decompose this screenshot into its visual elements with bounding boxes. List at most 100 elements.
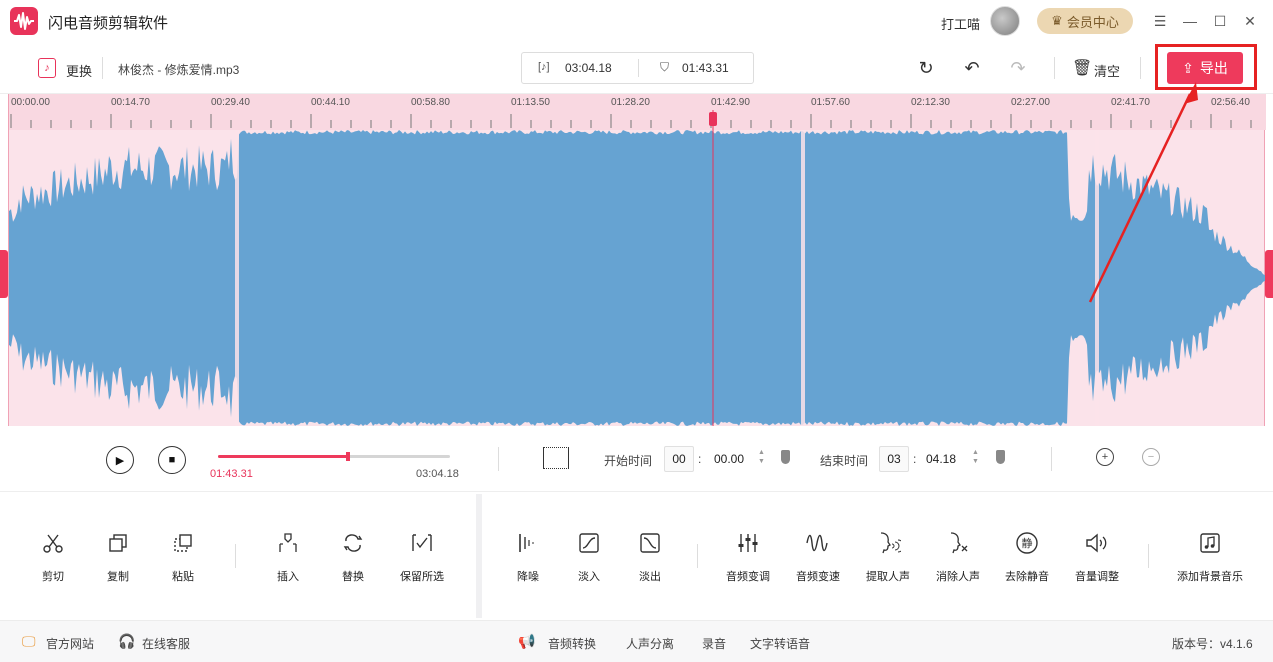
megaphone-icon: 📢 xyxy=(518,633,536,649)
tool-label: 保留所选 xyxy=(400,571,444,583)
start-minute-input[interactable]: 00 xyxy=(664,446,694,472)
divider xyxy=(1148,544,1149,568)
progress-slider[interactable] xyxy=(218,452,450,461)
tool-fade-out-button[interactable]: 淡出 xyxy=(618,530,682,584)
time-summary: [♪] 03:04.18 ⛉ 01:43.31 xyxy=(521,52,754,84)
right-trim-handle[interactable] xyxy=(1265,250,1273,298)
close-icon[interactable]: ✕ xyxy=(1244,12,1256,29)
minimize-icon[interactable]: — xyxy=(1183,13,1197,29)
tts-link[interactable]: 文字转语音 xyxy=(750,637,811,651)
replace-file-button[interactable]: 更换 xyxy=(66,64,93,79)
ruler-tick-label: 02:27.00 xyxy=(1011,97,1050,108)
file-name: 林俊杰 - 修炼爱情.mp3 xyxy=(118,63,240,77)
tool-label: 去除静音 xyxy=(1005,571,1049,583)
waveform-editor[interactable]: 00:00.00 00:14.70 00:29.40 00:44.10 00:58.80… xyxy=(8,94,1266,426)
select-range-icon[interactable] xyxy=(543,447,569,469)
tool-replace-button[interactable]: 替换 xyxy=(321,530,385,584)
start-time-label: 开始时间 xyxy=(604,454,653,468)
tool-insert-button[interactable]: 插入 xyxy=(256,530,320,584)
svg-text:静: 静 xyxy=(1022,536,1033,550)
menu-icon[interactable]: ☰ xyxy=(1153,12,1167,29)
waveform-gap xyxy=(235,130,239,426)
tool-cut-button[interactable]: 剪切 xyxy=(21,530,85,584)
end-minute-input[interactable]: 03 xyxy=(879,446,909,472)
left-trim-handle[interactable] xyxy=(0,250,8,298)
export-button[interactable]: ⇪ 导出 xyxy=(1167,52,1243,84)
tool-label: 降噪 xyxy=(517,571,539,583)
tool-copy-button[interactable]: 复制 xyxy=(86,530,150,584)
time-ruler[interactable]: 00:00.00 00:14.70 00:29.40 00:44.10 00:58.80… xyxy=(9,94,1266,130)
maximize-icon[interactable]: ☐ xyxy=(1213,12,1227,29)
avatar[interactable] xyxy=(990,6,1020,36)
insert-icon xyxy=(274,530,302,556)
tool-fade-in-button[interactable]: 淡入 xyxy=(557,530,621,584)
export-highlight-box xyxy=(1155,44,1257,90)
tool-volume-button[interactable]: 音量调整 xyxy=(1065,530,1129,584)
tool-denoise-button[interactable]: 降噪 xyxy=(496,530,560,584)
divider xyxy=(498,447,499,471)
zoom-in-icon[interactable]: + xyxy=(1096,448,1114,466)
tool-extract-voice-button[interactable]: 提取人声 xyxy=(856,530,920,584)
divider xyxy=(235,544,236,568)
ruler-tick-label: 02:56.40 xyxy=(1211,97,1250,108)
waveform[interactable] xyxy=(9,94,1266,426)
ruler-tick-label: 00:58.80 xyxy=(411,97,450,108)
tool-bg-music-button[interactable]: 添加背景音乐 xyxy=(1177,530,1243,584)
playback-bar: ▶ ■ 01:43.31 03:04.18 开始时间 00 : 00.00 ▲ ▼… xyxy=(0,426,1273,492)
record-link[interactable]: 录音 xyxy=(702,637,727,651)
redo-icon[interactable]: ↷ xyxy=(1010,57,1026,78)
progress-thumb[interactable] xyxy=(346,452,351,461)
ruler-tick-label: 00:00.00 xyxy=(11,97,50,108)
title-bar: 闪电音频剪辑软件 打工喵 ♛ 会员中心 ☰ — ☐ ✕ xyxy=(0,0,1273,42)
support-link[interactable]: 在线客服 xyxy=(142,637,191,651)
end-time-spinner[interactable]: ▲ ▼ xyxy=(972,449,979,465)
start-pin-icon[interactable] xyxy=(781,450,790,464)
tool-remove-voice-button[interactable]: 消除人声 xyxy=(926,530,990,584)
fade-in-icon xyxy=(575,530,603,556)
selection-duration: 01:43.31 xyxy=(682,61,729,75)
undo-icon[interactable]: ↶ xyxy=(964,57,980,78)
keep-selection-icon xyxy=(408,530,436,556)
tool-remove-silence-button[interactable]: 静去除静音 xyxy=(995,530,1059,584)
equalizer-icon xyxy=(734,530,762,556)
tool-label: 消除人声 xyxy=(936,571,980,583)
start-time-spinner[interactable]: ▲ ▼ xyxy=(758,449,765,465)
audio-convert-link[interactable]: 音频转换 xyxy=(548,637,597,651)
tool-label: 提取人声 xyxy=(866,571,910,583)
divider xyxy=(1051,447,1052,471)
user-name[interactable]: 打工喵 xyxy=(941,17,981,32)
zoom-out-icon[interactable]: − xyxy=(1142,448,1160,466)
refresh-icon[interactable]: ↻ xyxy=(918,57,934,78)
toolbar: ♪ 更换 林俊杰 - 修炼爱情.mp3 [♪] 03:04.18 ⛉ 01:43… xyxy=(0,42,1273,94)
website-link[interactable]: 官方网站 xyxy=(46,637,95,651)
export-label: 导出 xyxy=(1199,60,1228,76)
end-second-input[interactable]: 04.18 xyxy=(925,452,957,466)
stop-button[interactable]: ■ xyxy=(158,446,186,474)
clear-button[interactable]: 清空 xyxy=(1094,64,1121,79)
trash-icon[interactable]: 🗑 xyxy=(1072,60,1093,77)
ruler-tick-label: 01:57.60 xyxy=(811,97,850,108)
website-icon: 🖵 xyxy=(22,633,36,649)
tool-keep-selection-button[interactable]: 保留所选 xyxy=(390,530,454,584)
paste-icon xyxy=(169,530,197,556)
music-note-icon xyxy=(1196,530,1224,556)
vip-center-button[interactable]: ♛ 会员中心 xyxy=(1037,8,1133,34)
progress-fill xyxy=(218,455,349,458)
tool-paste-button[interactable]: 粘贴 xyxy=(151,530,215,584)
effect-tools-panel: 降噪 淡入 淡出 音频变调 音频变速 提取人声 消除人声静去除静音 音量调整 添加背景音乐 xyxy=(482,494,1273,618)
app-logo-icon xyxy=(10,7,38,35)
crown-icon: ♛ xyxy=(1051,13,1063,28)
ruler-tick-label: 02:41.70 xyxy=(1111,97,1150,108)
end-pin-icon[interactable] xyxy=(996,450,1005,464)
tool-pitch-button[interactable]: 音频变调 xyxy=(716,530,780,584)
ruler-ticks xyxy=(10,114,1252,128)
play-button[interactable]: ▶ xyxy=(106,446,134,474)
version-text: 版本号：v4.1.6 xyxy=(1172,637,1253,651)
start-second-input[interactable]: 00.00 xyxy=(713,452,745,466)
vocal-separate-link[interactable]: 人声分离 xyxy=(626,637,675,651)
app-title: 闪电音频剪辑软件 xyxy=(48,15,169,32)
tool-speed-button[interactable]: 音频变速 xyxy=(786,530,850,584)
scissors-icon xyxy=(39,530,67,556)
music-file-icon[interactable]: ♪ xyxy=(38,58,56,78)
